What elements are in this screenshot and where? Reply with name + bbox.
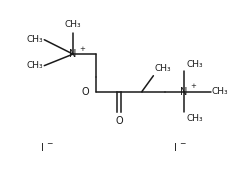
Text: −: − — [46, 139, 52, 148]
Text: I: I — [41, 143, 44, 153]
Text: CH₃: CH₃ — [27, 61, 43, 70]
Text: CH₃: CH₃ — [65, 20, 81, 29]
Text: −: − — [179, 139, 185, 148]
Text: +: + — [79, 46, 85, 52]
Text: O: O — [82, 87, 89, 96]
Text: O: O — [115, 116, 123, 126]
Text: CH₃: CH₃ — [187, 114, 204, 123]
Text: +: + — [190, 83, 196, 89]
Text: CH₃: CH₃ — [212, 87, 228, 96]
Text: CH₃: CH₃ — [187, 60, 204, 69]
Text: N: N — [180, 87, 188, 96]
Text: I: I — [174, 143, 177, 153]
Text: CH₃: CH₃ — [27, 35, 43, 44]
Text: CH₃: CH₃ — [154, 64, 171, 73]
Text: N: N — [69, 49, 77, 59]
